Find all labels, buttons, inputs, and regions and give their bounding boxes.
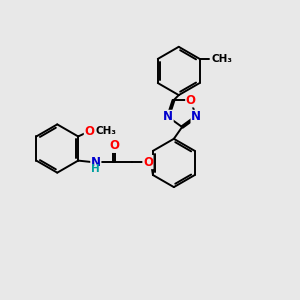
Text: O: O (186, 94, 196, 107)
Text: O: O (143, 156, 153, 169)
Text: N: N (191, 110, 201, 123)
Text: O: O (84, 125, 94, 138)
Text: CH₃: CH₃ (212, 54, 233, 64)
Text: CH₃: CH₃ (95, 126, 116, 136)
Text: O: O (109, 140, 119, 152)
Text: N: N (163, 110, 173, 123)
Text: H: H (92, 164, 100, 174)
Text: N: N (91, 156, 101, 169)
